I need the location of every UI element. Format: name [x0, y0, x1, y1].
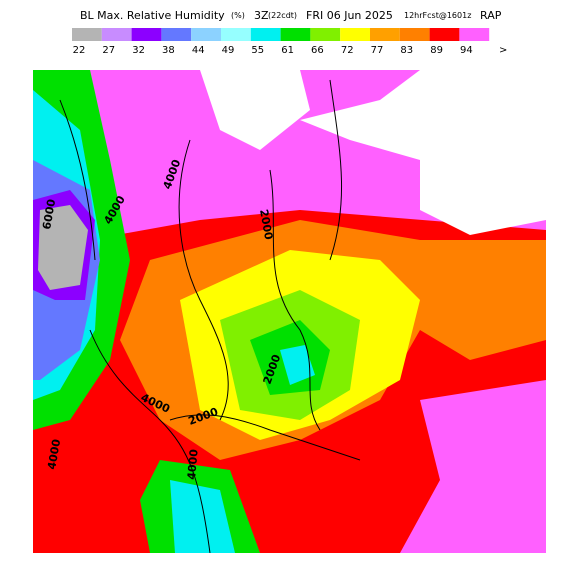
legend-swatch	[101, 28, 132, 41]
legend-label: 55	[251, 45, 264, 56]
legend-swatch	[250, 28, 281, 41]
title: BL Max. Relative Humidity (%) 3Z (22cdt)…	[80, 9, 502, 22]
legend-swatch	[340, 28, 370, 41]
legend-label: 89	[430, 45, 443, 56]
legend-label: 32	[132, 45, 145, 56]
field-se-pink	[400, 380, 546, 553]
legend-label: 83	[400, 45, 413, 56]
legend-more: >	[499, 45, 507, 56]
field-south-cyan	[170, 480, 235, 553]
title-date: FRI 06 Jun 2025	[306, 9, 393, 22]
legend: 22 27 32 38 44 49 55 61 66 72 77 83 89 94 >	[72, 28, 507, 56]
map: 4000 6000 4000 2000 4000 2000 2000 4000 …	[33, 70, 546, 553]
field-west-gray	[38, 205, 88, 290]
legend-swatch	[429, 28, 460, 41]
title-model: RAP	[480, 9, 502, 22]
title-main: BL Max. Relative Humidity	[80, 9, 225, 22]
legend-label: 61	[281, 45, 294, 56]
field-white-n	[200, 70, 310, 150]
title-time: 3Z	[254, 9, 269, 22]
legend-swatch	[221, 28, 251, 41]
legend-label: 38	[162, 45, 175, 56]
legend-label: 77	[371, 45, 384, 56]
contour-label: 2000	[257, 208, 275, 241]
legend-swatch	[161, 28, 192, 41]
legend-label: 94	[460, 45, 473, 56]
legend-swatch	[72, 28, 102, 41]
legend-swatch	[459, 28, 490, 41]
legend-label: 72	[341, 45, 354, 56]
field-white	[300, 70, 546, 235]
legend-swatch	[399, 28, 430, 41]
legend-swatch	[280, 28, 311, 41]
legend-swatch	[370, 28, 400, 41]
legend-swatch	[191, 28, 221, 41]
legend-label: 66	[311, 45, 324, 56]
field-cyan	[280, 345, 315, 385]
contours	[59, 79, 361, 553]
legend-label: 49	[222, 45, 235, 56]
contour-label: 4000	[185, 448, 201, 480]
title-local: (22cdt)	[268, 11, 297, 20]
legend-label: 27	[102, 45, 115, 56]
legend-swatch	[310, 28, 341, 41]
legend-label: 44	[192, 45, 205, 56]
contour-label: 6000	[40, 198, 58, 231]
legend-swatch	[131, 28, 162, 41]
title-fcst: 12hrFcst@1601z	[404, 11, 471, 20]
title-unit: (%)	[231, 11, 245, 20]
contour-label: 4000	[45, 438, 63, 471]
legend-label: 22	[73, 45, 86, 56]
